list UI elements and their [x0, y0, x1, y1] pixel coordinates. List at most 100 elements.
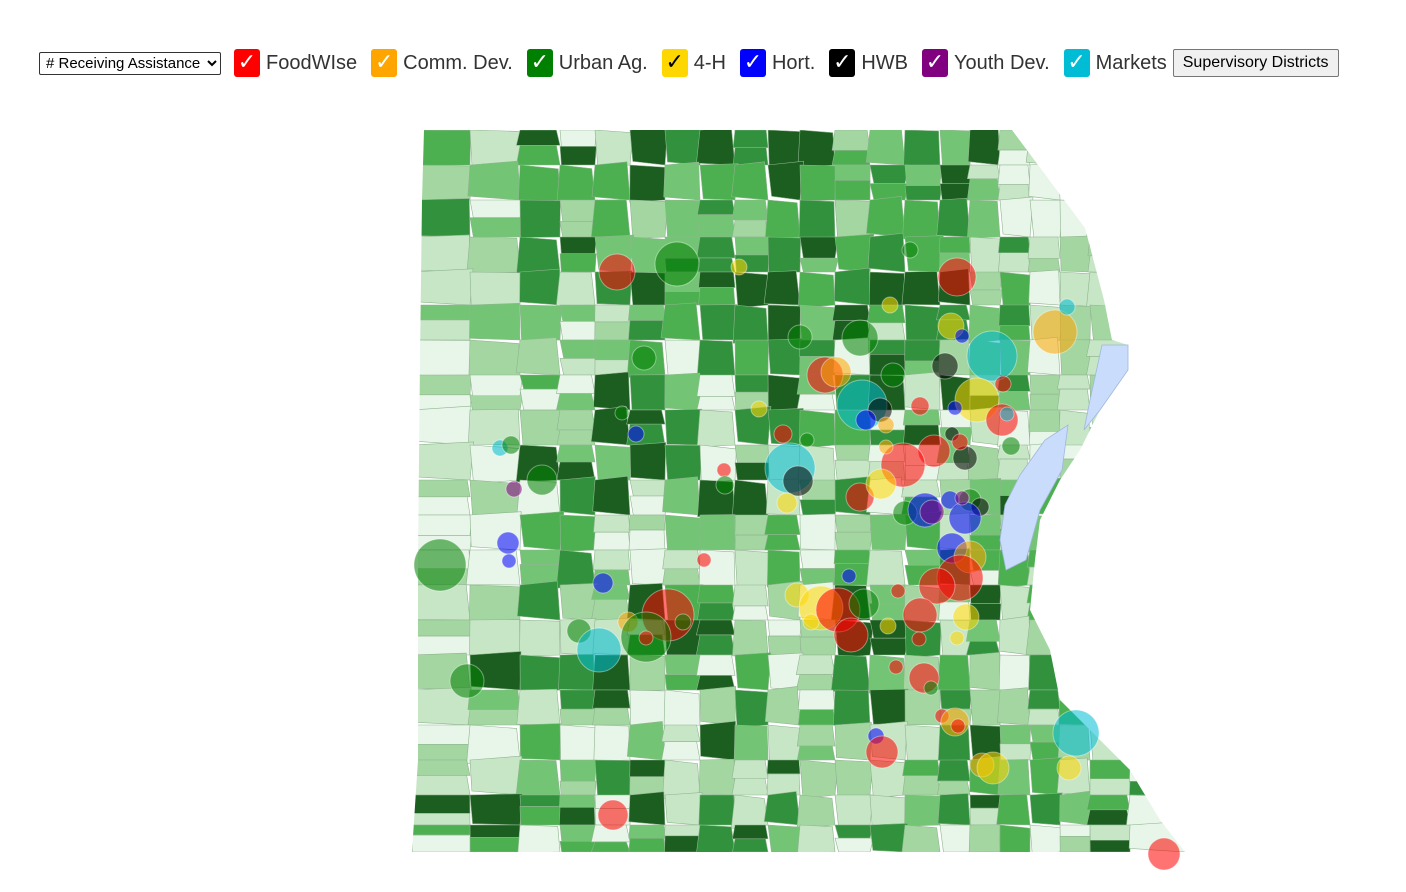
- census-tract: [664, 199, 703, 238]
- site-bubble-foodwise[interactable]: [890, 583, 906, 599]
- layer-toggle-comm-dev[interactable]: ✓ Comm. Dev.: [371, 49, 513, 77]
- census-tract: [698, 287, 736, 306]
- site-bubble-urban-ag[interactable]: [1001, 436, 1021, 456]
- site-bubble-urban-ag[interactable]: [501, 435, 521, 455]
- site-bubble-comm-dev[interactable]: [877, 416, 895, 434]
- site-bubble-four-h[interactable]: [776, 492, 798, 514]
- site-bubble-four-h[interactable]: [976, 751, 1010, 785]
- site-bubble-urban-ag[interactable]: [901, 241, 919, 259]
- metric-select[interactable]: # Receiving Assistance: [39, 51, 221, 75]
- site-bubble-urban-ag[interactable]: [923, 680, 939, 696]
- check-icon[interactable]: ✓: [234, 49, 260, 77]
- site-bubble-markets[interactable]: [966, 330, 1018, 382]
- layer-label-hwb: HWB: [861, 51, 908, 74]
- site-bubble-urban-ag[interactable]: [614, 405, 630, 421]
- site-bubble-urban-ag[interactable]: [715, 475, 735, 495]
- layer-toggle-youth-dev[interactable]: ✓ Youth Dev.: [922, 49, 1050, 77]
- site-bubble-urban-ag[interactable]: [841, 319, 879, 357]
- site-bubble-foodwise[interactable]: [951, 433, 969, 451]
- site-bubble-markets[interactable]: [576, 627, 622, 673]
- site-bubble-foodwise[interactable]: [911, 631, 927, 647]
- site-bubble-urban-ag[interactable]: [880, 362, 906, 388]
- site-bubble-hort[interactable]: [496, 531, 520, 555]
- census-tract: [629, 164, 666, 203]
- site-bubble-youth-dev[interactable]: [954, 490, 970, 506]
- census-tract: [1087, 497, 1131, 516]
- check-icon[interactable]: ✓: [829, 49, 856, 77]
- site-bubble-foodwise[interactable]: [918, 567, 956, 605]
- site-bubble-four-h[interactable]: [750, 400, 768, 418]
- site-bubble-urban-ag[interactable]: [848, 588, 880, 620]
- site-bubble-urban-ag[interactable]: [526, 464, 558, 496]
- site-bubble-comm-dev[interactable]: [820, 356, 852, 388]
- layer-toggle-foodwise[interactable]: ✓ FoodWIse: [234, 49, 357, 77]
- site-bubble-comm-dev[interactable]: [878, 439, 894, 455]
- census-tract: [661, 724, 701, 742]
- layer-toggle-hort[interactable]: ✓ Hort.: [739, 49, 815, 77]
- site-bubble-markets[interactable]: [1052, 709, 1100, 757]
- site-bubble-foodwise[interactable]: [597, 799, 629, 831]
- site-bubble-hort[interactable]: [841, 568, 857, 584]
- check-icon[interactable]: ✓: [526, 49, 553, 77]
- layer-toggle-markets[interactable]: ✓ Markets: [1063, 49, 1167, 77]
- site-bubble-hort[interactable]: [954, 328, 970, 344]
- site-bubble-urban-ag[interactable]: [674, 613, 692, 631]
- site-bubble-urban-ag[interactable]: [631, 345, 657, 371]
- site-bubble-hort[interactable]: [501, 553, 517, 569]
- site-bubble-foodwise[interactable]: [950, 718, 966, 734]
- site-bubble-hort[interactable]: [627, 425, 645, 443]
- layer-toggle-4-h[interactable]: ✓ 4-H: [661, 49, 726, 77]
- site-bubble-urban-ag[interactable]: [799, 432, 815, 448]
- check-icon[interactable]: ✓: [661, 49, 688, 77]
- site-bubble-hort[interactable]: [948, 501, 982, 535]
- site-bubble-foodwise[interactable]: [910, 396, 930, 416]
- site-bubble-foodwise[interactable]: [833, 617, 869, 653]
- check-icon[interactable]: ✓: [922, 49, 948, 77]
- site-bubble-foodwise[interactable]: [888, 659, 904, 675]
- layer-toggle-hwb[interactable]: ✓ HWB: [829, 49, 908, 77]
- census-tract: [593, 531, 631, 551]
- site-bubble-foodwise[interactable]: [696, 552, 712, 568]
- site-bubble-four-h[interactable]: [879, 617, 897, 635]
- site-bubble-four-h[interactable]: [952, 603, 980, 631]
- site-bubble-four-h[interactable]: [954, 377, 1000, 423]
- site-bubble-markets[interactable]: [999, 406, 1015, 422]
- site-bubble-foodwise[interactable]: [865, 735, 899, 769]
- site-bubble-urban-ag[interactable]: [654, 241, 700, 287]
- site-bubble-urban-ag[interactable]: [787, 324, 813, 350]
- site-bubble-foodwise[interactable]: [638, 630, 654, 646]
- site-bubble-hort[interactable]: [592, 572, 614, 594]
- site-bubble-urban-ag[interactable]: [449, 663, 485, 699]
- site-bubble-four-h[interactable]: [949, 630, 965, 646]
- site-bubble-four-h[interactable]: [865, 468, 897, 500]
- site-bubble-foodwise[interactable]: [716, 462, 732, 478]
- site-bubble-hort[interactable]: [855, 409, 877, 431]
- site-bubble-comm-dev[interactable]: [1032, 309, 1078, 355]
- site-bubble-four-h[interactable]: [881, 296, 899, 314]
- site-bubble-foodwise[interactable]: [902, 597, 938, 633]
- site-bubble-foodwise[interactable]: [994, 375, 1012, 393]
- site-bubble-hwb[interactable]: [782, 465, 814, 497]
- census-tract: [1125, 236, 1185, 258]
- site-bubble-four-h[interactable]: [730, 258, 748, 276]
- census-tract: [939, 183, 973, 201]
- site-bubble-four-h[interactable]: [802, 613, 820, 631]
- check-icon[interactable]: ✓: [371, 49, 398, 77]
- check-icon[interactable]: ✓: [739, 49, 766, 77]
- site-bubble-foodwise[interactable]: [773, 424, 793, 444]
- layer-toggle-urban-ag[interactable]: ✓ Urban Ag.: [526, 49, 648, 77]
- site-bubble-hort[interactable]: [947, 400, 963, 416]
- census-tract: [734, 374, 770, 393]
- check-icon[interactable]: ✓: [1063, 49, 1090, 77]
- site-bubble-foodwise[interactable]: [937, 257, 977, 297]
- site-bubble-youth-dev[interactable]: [919, 499, 945, 525]
- supervisory-districts-button[interactable]: Supervisory Districts: [1172, 49, 1339, 77]
- site-bubble-foodwise[interactable]: [598, 253, 636, 291]
- site-bubble-markets[interactable]: [1058, 298, 1076, 316]
- site-bubble-hwb[interactable]: [931, 352, 959, 380]
- site-bubble-four-h[interactable]: [1056, 755, 1082, 781]
- site-bubble-urban-ag[interactable]: [413, 538, 467, 592]
- site-bubble-foodwise[interactable]: [1147, 837, 1181, 871]
- site-bubble-youth-dev[interactable]: [505, 480, 523, 498]
